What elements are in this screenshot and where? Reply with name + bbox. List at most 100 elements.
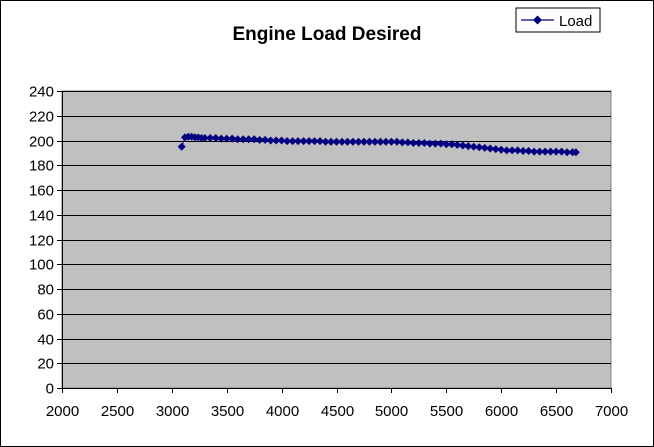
data-point (206, 134, 215, 143)
data-point (294, 137, 303, 146)
plot-area (61, 90, 612, 389)
y-tick-label: 200 (29, 134, 54, 151)
data-point (530, 147, 539, 156)
data-point (552, 147, 561, 156)
data-point (348, 137, 357, 146)
y-tick-label: 240 (29, 84, 54, 101)
data-point (464, 142, 473, 151)
x-tick-label: 6000 (485, 403, 518, 420)
y-tick-label: 120 (29, 233, 54, 250)
data-point (211, 134, 220, 143)
data-point (447, 140, 456, 149)
data-point (442, 140, 451, 149)
data-point (425, 139, 434, 148)
legend-marker (533, 15, 542, 25)
data-point (244, 135, 253, 144)
data-point (217, 134, 226, 143)
x-tick-label: 6500 (540, 403, 573, 420)
y-tick-label: 80 (37, 282, 54, 299)
x-tick-label: 7000 (595, 403, 628, 420)
data-point (453, 140, 462, 149)
data-point (403, 138, 412, 147)
y-tick-label: 140 (29, 208, 54, 225)
data-point (327, 137, 336, 146)
data-point (513, 146, 522, 155)
x-tick-label: 3000 (156, 403, 189, 420)
y-tick-label: 60 (37, 307, 54, 324)
data-point (563, 148, 572, 157)
y-tick-label: 220 (29, 109, 54, 126)
data-point (288, 137, 297, 146)
x-tick-label: 3500 (211, 403, 244, 420)
data-point (250, 135, 259, 144)
data-point (222, 134, 231, 143)
data-point (491, 145, 500, 154)
x-tick-label: 5500 (430, 403, 463, 420)
data-point (370, 137, 379, 146)
data-point (502, 146, 511, 155)
legend-label-load: Load (559, 13, 592, 30)
data-point (200, 134, 209, 143)
data-point (255, 135, 264, 144)
data-point (546, 147, 555, 156)
x-tick-label: 4000 (266, 403, 299, 420)
y-tick-label: 160 (29, 183, 54, 200)
data-point (469, 142, 478, 151)
data-point (387, 137, 396, 146)
data-point (376, 137, 385, 146)
data-point (337, 137, 346, 146)
data-point (486, 144, 495, 153)
data-point (321, 137, 330, 146)
data-point (343, 137, 352, 146)
series-load (177, 132, 580, 157)
data-point (497, 145, 506, 154)
data-point (233, 135, 242, 144)
y-tick-label: 0 (46, 381, 54, 398)
data-point (431, 139, 440, 148)
data-point (365, 137, 374, 146)
chart-title: Engine Load Desired (233, 24, 422, 45)
axes: 0 20 40 60 80 100 120 140 160 180 200 220 240 2000 250… (29, 84, 628, 421)
data-point (381, 137, 390, 146)
data-point (557, 147, 566, 156)
y-tick-label: 180 (29, 158, 54, 175)
data-point (283, 137, 292, 146)
data-point (261, 135, 270, 144)
data-point (332, 137, 341, 146)
data-point (277, 136, 286, 145)
legend: Load (515, 7, 601, 33)
data-point (392, 137, 401, 146)
x-tick-label: 2500 (101, 403, 134, 420)
data-point (266, 136, 275, 145)
data-point (458, 141, 467, 150)
data-point (508, 146, 517, 155)
y-tick-label: 20 (37, 356, 54, 373)
data-point (409, 138, 418, 147)
data-point (420, 138, 429, 147)
data-point (359, 137, 368, 146)
data-point (519, 147, 528, 156)
x-tick-label: 4500 (321, 403, 354, 420)
data-point (524, 147, 533, 156)
data-point (299, 137, 308, 146)
data-point (414, 138, 423, 147)
data-point (228, 134, 237, 143)
y-tick-label: 40 (37, 332, 54, 349)
x-tick-label: 5000 (375, 403, 408, 420)
data-point (475, 143, 484, 152)
data-point (541, 147, 550, 156)
x-tick-label: 2000 (46, 403, 79, 420)
data-point (316, 137, 325, 146)
data-point (272, 136, 281, 145)
y-tick-label: 100 (29, 257, 54, 274)
data-point (571, 148, 580, 157)
data-point (177, 142, 186, 151)
data-point (239, 135, 248, 144)
data-point (305, 137, 314, 146)
data-point (354, 137, 363, 146)
data-point (535, 147, 544, 156)
data-point (480, 143, 489, 152)
data-point (398, 138, 407, 147)
